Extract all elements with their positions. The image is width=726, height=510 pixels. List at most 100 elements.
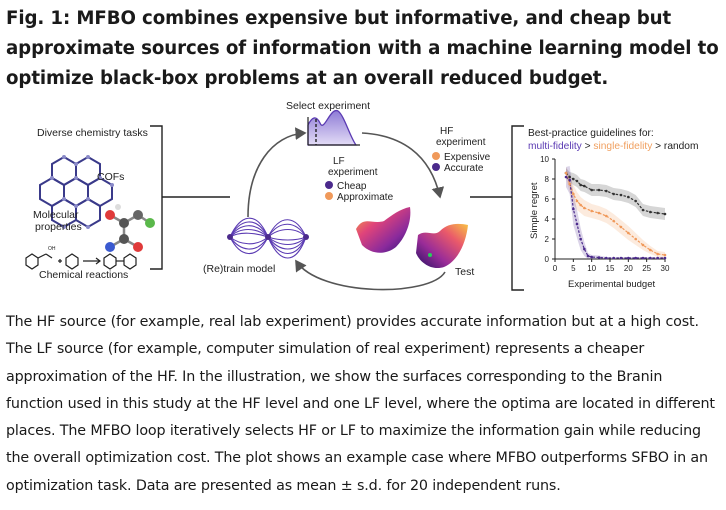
molecular-properties-label: Molecular properties [33, 209, 82, 233]
series-point-single-fidelity [572, 192, 575, 196]
lf-experiment-label: LF experiment [328, 156, 378, 178]
y-tick-label: 2 [545, 235, 550, 244]
series-point-single-fidelity [649, 248, 652, 252]
cof-structure-icon [39, 155, 114, 229]
ranking-random: random [664, 141, 699, 152]
x-tick-label: 5 [571, 264, 576, 273]
series-point-multi-fidelity [605, 256, 608, 260]
ranking-single-fidelity: single-fidelity [593, 141, 653, 152]
ranking-multi-fidelity: multi-fidelity [528, 141, 583, 152]
hf-label-line2: experiment [436, 137, 486, 148]
series-line-multi-fidelity [565, 176, 665, 259]
y-tick-label: 6 [545, 195, 550, 204]
series-point-random [627, 195, 630, 199]
x-tick-label: 10 [587, 264, 596, 273]
retrain-model-label: (Re)train model [203, 263, 275, 275]
lf-label-line1: LF [333, 156, 345, 167]
series-point-multi-fidelity [590, 255, 593, 259]
cof-label: COFs [97, 171, 124, 183]
series-point-single-fidelity [597, 211, 601, 215]
series-point-multi-fidelity [634, 256, 637, 260]
series-point-random [619, 193, 623, 197]
lf-surface-illustration [356, 207, 411, 253]
series-point-single-fidelity [612, 219, 615, 223]
series-point-random [597, 188, 601, 192]
series-point-single-fidelity [568, 182, 571, 186]
series-point-single-fidelity [583, 206, 586, 210]
lf-legend-cheap: Cheap [337, 181, 367, 192]
y-axis-label: Simple regret [529, 182, 540, 239]
molecule-icon [105, 204, 155, 252]
series-point-single-fidelity [579, 203, 582, 207]
lf-label-line2: experiment [328, 167, 378, 178]
series-point-single-fidelity [641, 243, 645, 247]
svg-text:OH: OH [48, 246, 56, 252]
series-point-random [663, 212, 667, 216]
x-tick-label: 20 [624, 264, 633, 273]
series-point-single-fidelity [619, 225, 623, 229]
expensive-marker-icon [432, 152, 440, 160]
hf-experiment-label: HF experiment [436, 126, 486, 148]
y-tick-label: 0 [545, 255, 550, 264]
ranking-sep2: > [655, 141, 664, 152]
series-point-random [572, 177, 575, 181]
series-point-single-fidelity [634, 237, 637, 241]
series-point-random [649, 210, 652, 214]
series-point-multi-fidelity [597, 256, 601, 259]
series-point-single-fidelity [564, 171, 568, 175]
series-point-multi-fidelity [649, 256, 652, 260]
series-point-random [641, 208, 645, 212]
series-point-single-fidelity [575, 199, 579, 203]
series-point-random [634, 199, 637, 203]
figure-svg: Diverse chemistry tasks COFs [25, 100, 698, 291]
series-point-random [656, 211, 659, 215]
series-point-random [583, 184, 586, 188]
figure-caption: The HF source (for example, real lab exp… [6, 314, 715, 494]
cheap-marker-icon [325, 181, 333, 189]
y-tick-label: 4 [545, 215, 550, 224]
acquisition-function-plot [307, 110, 360, 146]
series-point-single-fidelity [605, 214, 608, 218]
series-point-multi-fidelity [612, 256, 615, 260]
series-point-multi-fidelity [579, 237, 582, 241]
series-point-multi-fidelity [641, 256, 645, 260]
loop-arrow-test [295, 259, 446, 291]
series-point-multi-fidelity [568, 178, 571, 182]
series-point-random [605, 189, 608, 193]
surrogate-model-illustration [227, 217, 309, 259]
series-line-single-fidelity [565, 172, 666, 256]
hf-label-line1: HF [440, 126, 453, 137]
accurate-marker-icon [432, 163, 440, 171]
series-band-single-fidelity [566, 167, 665, 258]
guidelines-ranking: multi-fidelity > single-fidelity > rando… [528, 141, 698, 152]
x-axis-label: Experimental budget [568, 279, 655, 290]
figure-title: Fig. 1: MFBO combines expensive but info… [6, 8, 719, 89]
series-point-multi-fidelity [663, 256, 667, 260]
series-point-random [568, 175, 571, 179]
series-point-single-fidelity [663, 253, 667, 257]
lf-legend-approximate: Approximate [337, 192, 394, 203]
x-tick-label: 15 [606, 264, 615, 273]
guidelines-line1: Best-practice guidelines for: [528, 128, 654, 139]
x-tick-label: 25 [642, 264, 651, 273]
regret-chart: 0 2 4 6 8 10 0 5 10 15 20 25 30 Experimental budget… [529, 155, 670, 290]
series-point-single-fidelity [656, 252, 659, 256]
loop-arrow-select [247, 127, 307, 218]
optimum-marker-icon [428, 253, 432, 257]
molecular-label-line1: Molecular [33, 209, 79, 221]
series-point-multi-fidelity [627, 256, 630, 260]
tasks-header: Diverse chemistry tasks [37, 127, 148, 139]
series-point-multi-fidelity [575, 222, 579, 226]
series-point-multi-fidelity [583, 247, 586, 251]
reaction-scheme-icon: OH [25, 246, 137, 270]
x-tick-label: 30 [661, 264, 670, 273]
y-tick-label: 8 [545, 175, 550, 184]
series-point-multi-fidelity [586, 254, 590, 258]
series-point-multi-fidelity [656, 256, 659, 260]
series-point-multi-fidelity [619, 256, 623, 260]
hf-surface-illustration [416, 223, 468, 269]
series-point-random [575, 179, 579, 183]
series-point-random [579, 183, 582, 187]
series-point-random [590, 188, 593, 192]
series-point-multi-fidelity [572, 207, 575, 211]
